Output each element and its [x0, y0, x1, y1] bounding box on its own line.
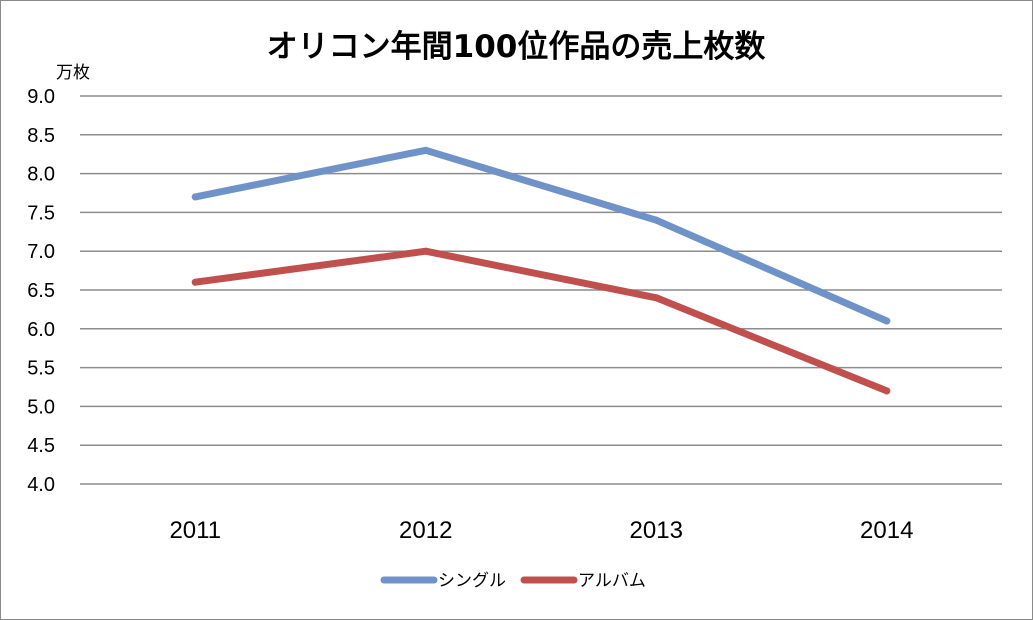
legend-label: アルバム: [578, 571, 646, 591]
series-line-1: [191, 146, 891, 325]
y-tick-label: 5.0: [27, 396, 55, 418]
y-tick-label: 7.5: [27, 202, 55, 224]
x-tick-label: 2013: [630, 517, 683, 544]
data-point: [652, 294, 660, 302]
series-lines: [191, 146, 891, 395]
y-tick-label: 8.5: [27, 125, 55, 147]
data-point: [422, 247, 430, 255]
data-point: [883, 387, 891, 395]
data-point: [883, 317, 891, 325]
chart-title: オリコン年間100位作品の売上枚数: [267, 29, 766, 65]
y-tick-label: 8.0: [27, 164, 55, 186]
y-tick-label: 6.0: [27, 319, 55, 341]
y-tick-label: 9.0: [27, 86, 55, 108]
data-point: [652, 216, 660, 224]
y-tick-label: 4.0: [27, 474, 55, 496]
y-axis-unit-label: 万枚: [56, 63, 90, 83]
x-axis-ticks: 2011 2012 2013 2014: [169, 517, 913, 544]
legend: シングル アルバム: [380, 571, 646, 591]
y-tick-label: 5.5: [27, 358, 55, 380]
x-tick-label: 2012: [399, 517, 452, 544]
y-tick-label: 7.0: [27, 241, 55, 263]
data-point: [191, 193, 199, 201]
y-tick-label: 4.5: [27, 435, 55, 457]
y-axis-ticks: 4.0 4.5 5.0 5.5 6.0 6.5 7.0 7.5 8.0 8.5 9.0: [27, 86, 55, 496]
x-tick-label: 2011: [169, 517, 221, 544]
x-tick-label: 2014: [860, 517, 913, 544]
data-point: [422, 146, 430, 154]
y-tick-label: 6.5: [27, 280, 55, 302]
gridlines: [80, 95, 1002, 485]
data-point: [191, 278, 199, 286]
series-line-2: [191, 247, 891, 395]
legend-label: シングル: [438, 571, 506, 591]
